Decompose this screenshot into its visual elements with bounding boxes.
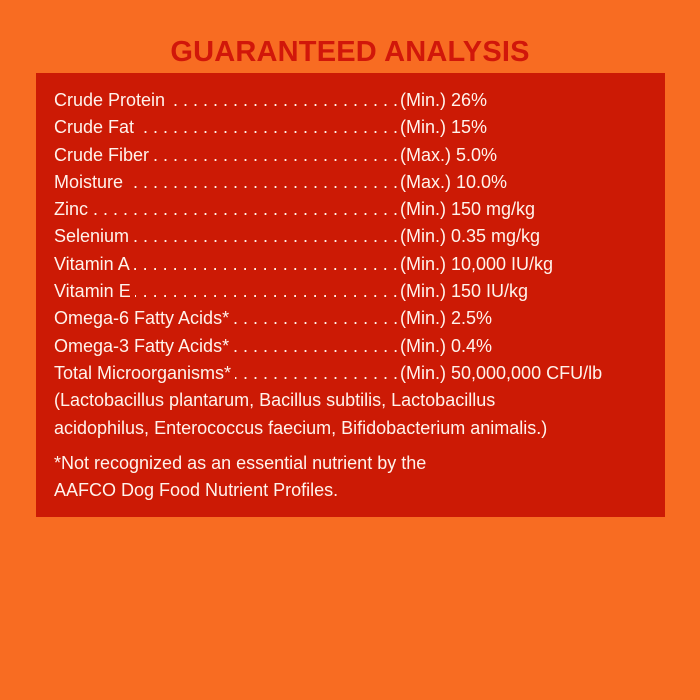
nutrient-value: (Min.) 10,000 IU/kg: [400, 253, 554, 274]
nutrient-value: (Min.) 2.5%: [400, 308, 493, 329]
dot-leader: [92, 196, 398, 223]
nutrient-value: (Max.) 10.0%: [400, 171, 508, 192]
analysis-row: Moisture (Max.) 10.0%: [54, 169, 654, 196]
nutrient-value: (Min.) 0.35 mg/kg: [400, 226, 541, 247]
nutrient-label: Zinc: [54, 199, 89, 220]
nutrient-value: (Min.) 150 IU/kg: [400, 281, 529, 302]
nutrient-value: (Min.) 15%: [400, 117, 488, 138]
dot-leader: [127, 169, 398, 196]
nutrient-value: (Min.) 150 mg/kg: [400, 199, 536, 220]
analysis-row: Total Microorganisms* (Min.) 50,000,000 C…: [54, 360, 654, 387]
nutrient-label: Omega-6 Fatty Acids*: [54, 308, 230, 329]
dot-leader: [133, 223, 398, 250]
analysis-row: Selenium (Min.) 0.35 mg/kg: [54, 223, 654, 250]
analysis-row: Vitamin A (Min.) 10,000 IU/kg: [54, 251, 654, 278]
nutrient-value: (Min.) 26%: [400, 90, 488, 110]
nutrient-label: Vitamin A: [54, 253, 130, 274]
nutrient-label: Omega-3 Fatty Acids*: [54, 335, 230, 356]
analysis-table: Crude Protein (Min.) 26% Crude Fat (Min.) 1…: [54, 87, 654, 504]
analysis-row: Crude Protein (Min.) 26%: [54, 87, 654, 114]
analysis-row: Omega-6 Fatty Acids* (Min.) 2.5%: [54, 305, 654, 332]
footnote-line: AAFCO Dog Food Nutrient Profiles.: [54, 480, 339, 501]
dot-leader: [169, 87, 398, 114]
nutrient-label: Crude Fiber: [54, 144, 150, 165]
nutrient-label: Moisture: [54, 171, 124, 192]
nutrient-label: Vitamin E: [54, 281, 131, 302]
footnote: *Not recognized as an essential nutrient…: [54, 450, 654, 505]
footnote-line: *Not recognized as an essential nutrient…: [54, 452, 427, 473]
dot-leader: [138, 114, 398, 141]
dot-leader: [153, 142, 398, 169]
nutrient-value: (Max.) 5.0%: [400, 144, 498, 165]
dot-leader: [233, 333, 398, 360]
nutrient-label: Crude Protein: [54, 90, 166, 110]
nutrient-label: Total Microorganisms*: [54, 362, 232, 383]
dot-leader: [235, 360, 398, 387]
analysis-row: Crude Fiber (Max.) 5.0%: [54, 142, 654, 169]
dot-leader: [233, 305, 398, 332]
analysis-row: Zinc (Min.) 150 mg/kg: [54, 196, 654, 223]
analysis-row: Vitamin E (Min.) 150 IU/kg: [54, 278, 654, 305]
dot-leader: [134, 251, 398, 278]
nutrient-value: (Min.) 50,000,000 CFU/lb: [400, 362, 603, 383]
analysis-row: Crude Fat (Min.) 15%: [54, 114, 654, 141]
microorganisms-note-line: (Lactobacillus plantarum, Bacillus subti…: [54, 390, 496, 411]
microorganisms-note-line: acidophilus, Enterococcus faecium, Bifid…: [54, 417, 548, 438]
page-title: GUARANTEED ANALYSIS: [170, 36, 530, 68]
nutrient-label: Selenium: [54, 226, 130, 247]
dot-leader: [135, 278, 398, 305]
nutrient-label: Crude Fat: [54, 117, 135, 138]
analysis-panel: Crude Protein (Min.) 26% Crude Fat (Min.) 1…: [36, 73, 665, 517]
nutrient-value: (Min.) 0.4%: [400, 335, 493, 356]
analysis-row: Omega-3 Fatty Acids* (Min.) 0.4%: [54, 333, 654, 360]
